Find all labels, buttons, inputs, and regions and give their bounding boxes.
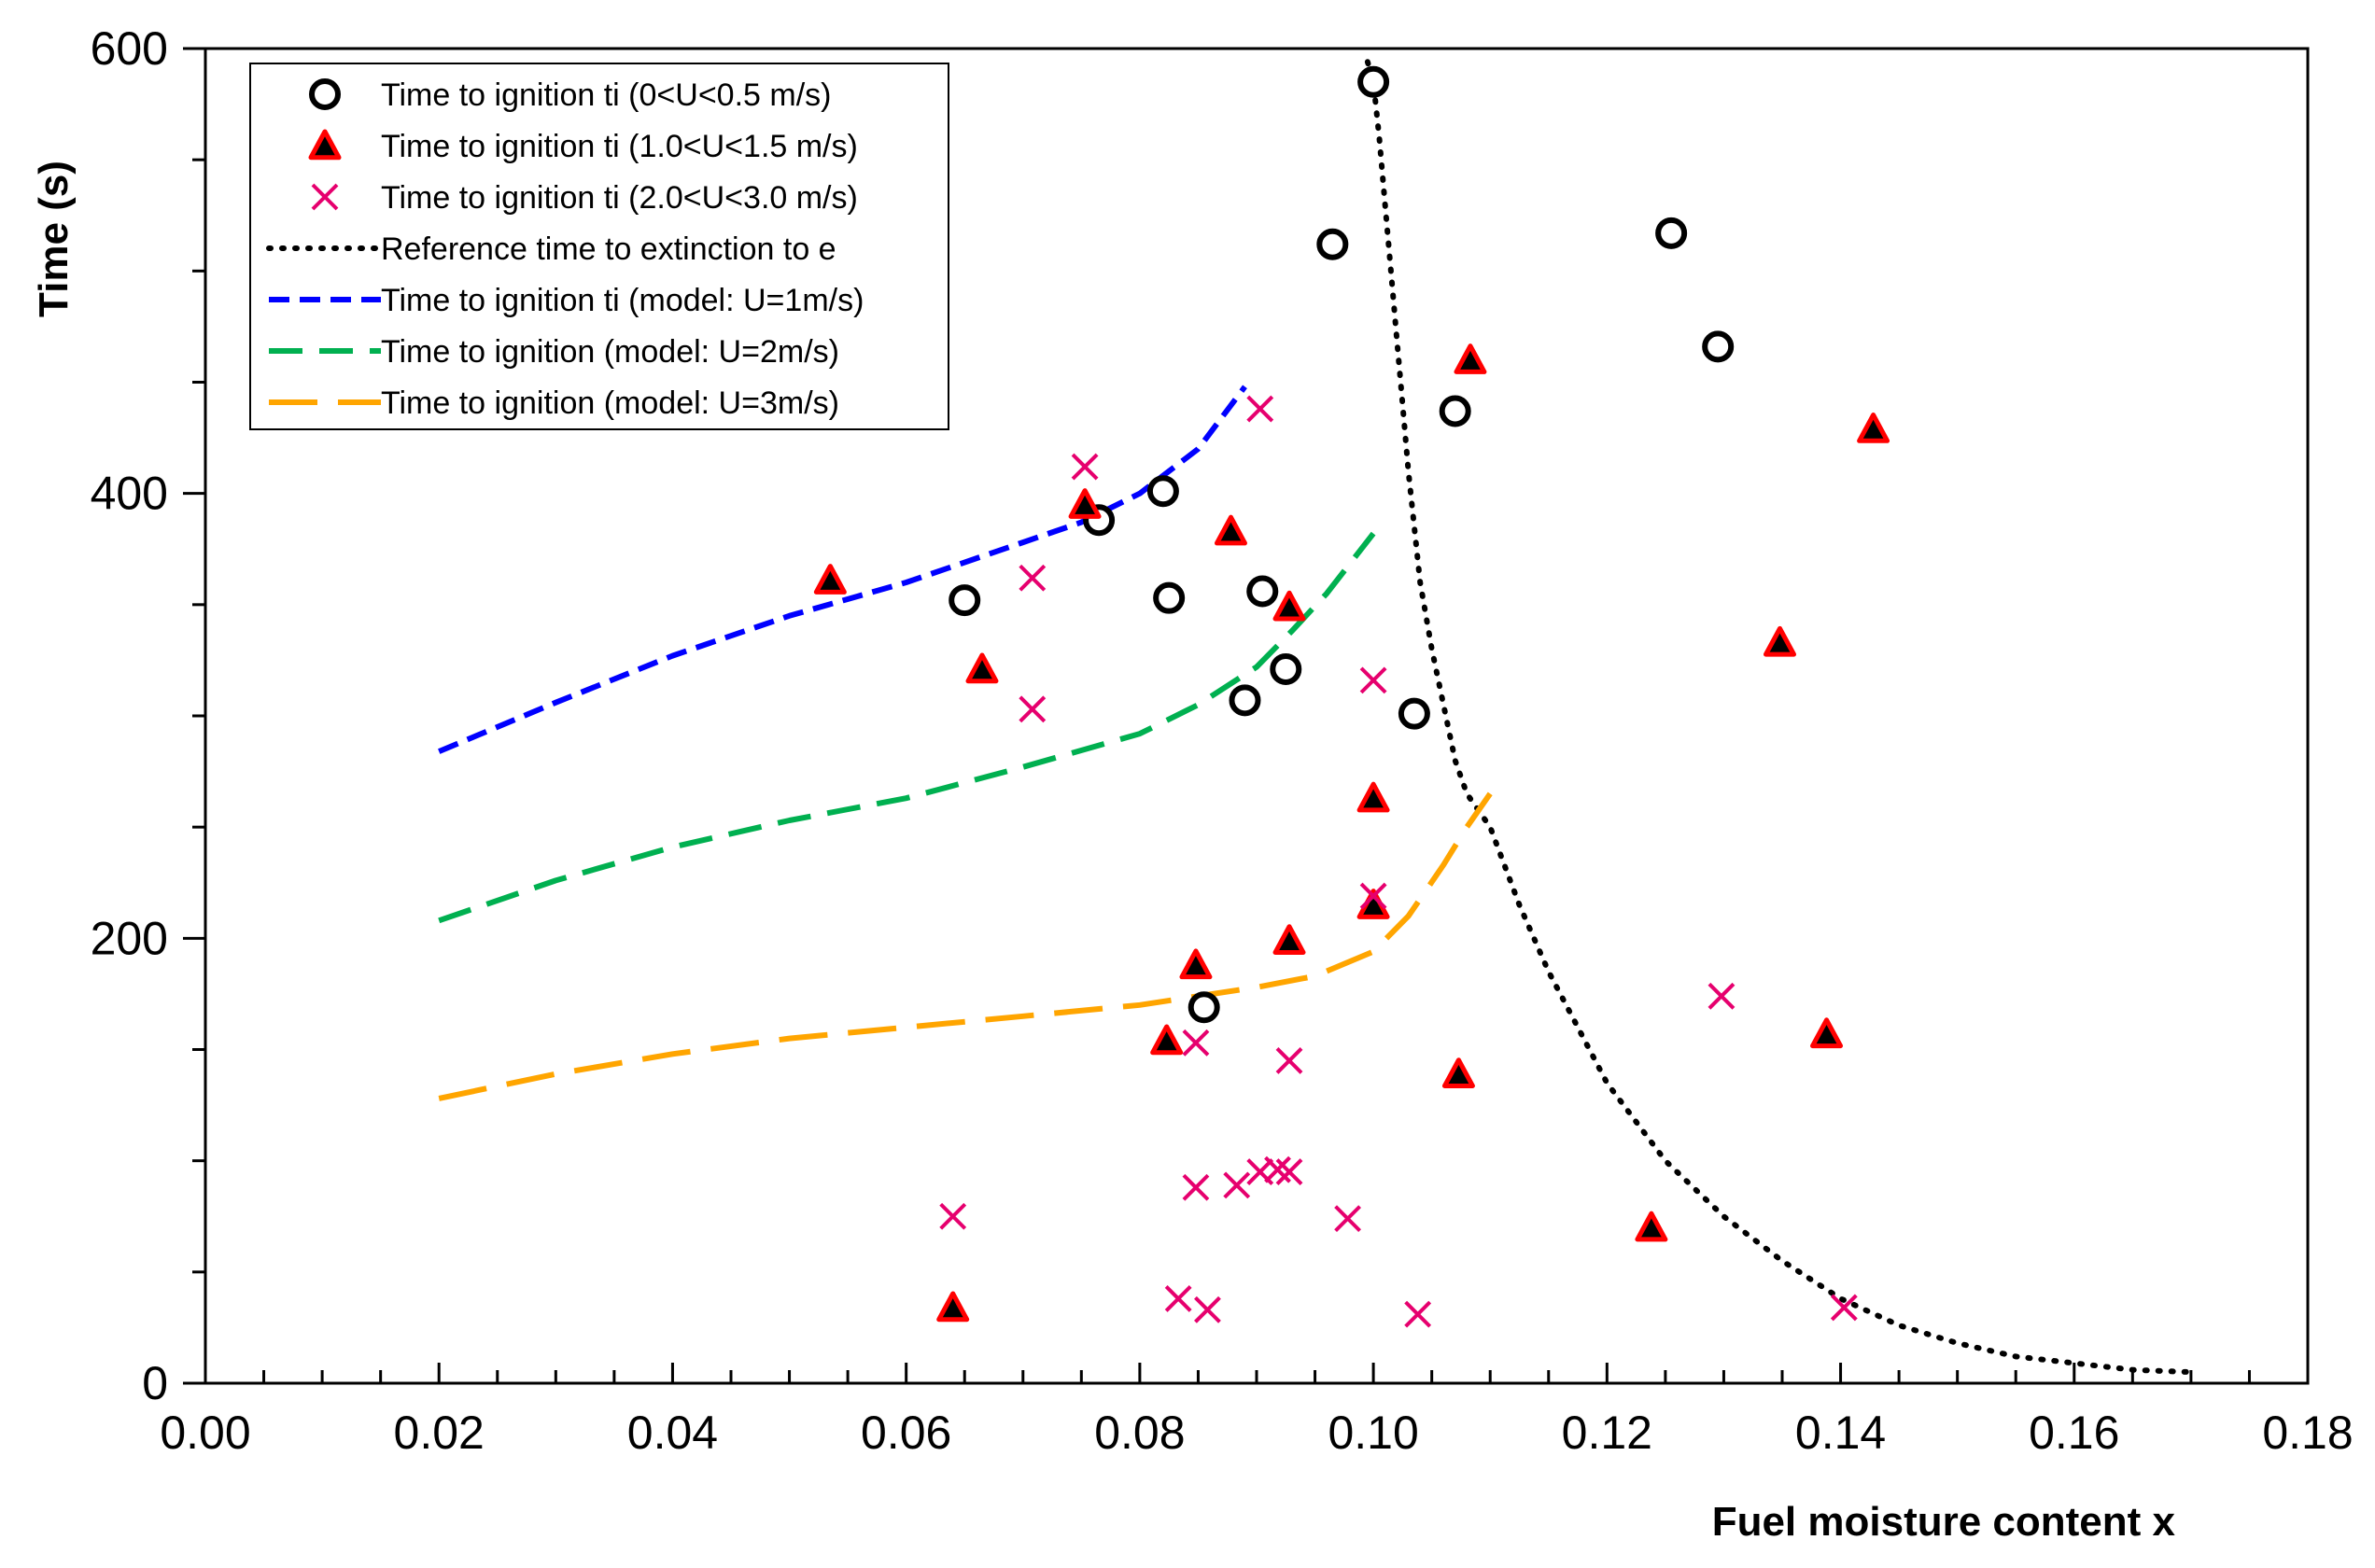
data-point [1068,488,1102,519]
data-point [1635,1211,1668,1242]
legend-swatch [309,78,341,110]
data-point [1275,1047,1303,1074]
legend-item: Time to ignition ti (1.0<U<1.5 m/s) [308,129,858,164]
x-tick-label: 0.04 [627,1407,718,1459]
data-point [1334,1205,1362,1233]
data-point [1857,413,1890,443]
data-point [1441,1057,1475,1088]
data-point [1223,1171,1251,1199]
x-tick-label: 0.18 [2262,1407,2353,1459]
legend-item: Time to ignition ti (2.0<U<3.0 m/s) [311,180,858,216]
x-axis-title: Fuel moisture content x [1712,1499,2176,1545]
series-line [1364,59,2194,1376]
legend-swatch [308,129,342,161]
data-point [1182,1173,1210,1201]
legend-label: Time to ignition ti (0<U<0.5 m/s) [381,77,831,113]
data-point [1275,1158,1303,1185]
data-point [1830,1294,1858,1322]
data-point [1356,781,1390,813]
x-tick-label: 0.08 [1094,1407,1185,1459]
x-tick-label: 0.00 [160,1407,250,1459]
data-point [1316,228,1349,260]
data-point [1194,1295,1221,1323]
x-tick-label: 0.14 [1795,1407,1886,1459]
data-point [1357,65,1390,98]
legend-item: Reference time to extinction to e [266,231,836,267]
data-point [1246,575,1279,608]
x-tick-label: 0.12 [1562,1407,1652,1459]
data-point [1702,330,1735,363]
data-point [1270,652,1302,685]
legend-swatch [311,183,339,211]
legend-label: Time to ignition ti (model: U=1m/s) [381,283,864,318]
series-time-to-ignition-model-u-2m-s [438,531,1376,924]
series-line [438,531,1376,924]
y-tick-label: 400 [91,468,168,520]
data-point [965,652,999,684]
legend-label: Time to ignition (model: U=3m/s) [381,385,839,421]
data-point [1359,882,1387,910]
data-point [1188,991,1220,1024]
data-point [1655,217,1688,249]
x-tick-label: 0.10 [1328,1407,1418,1459]
data-point [1439,395,1471,427]
series-time-to-ignition-ti-0-u-0-5-m-s [949,65,1735,1024]
y-tick-label: 0 [142,1357,168,1409]
series-time-to-ignition-model-u-3m-s [438,791,1493,1101]
legend-label: Time to ignition ti (1.0<U<1.5 m/s) [381,129,858,164]
data-point [1404,1300,1432,1328]
legend-item: Time to ignition (model: U=2m/s) [269,334,839,370]
data-point [813,564,847,595]
data-point [1707,982,1736,1010]
legend-label: Time to ignition (model: U=2m/s) [381,334,839,370]
data-point [1398,697,1430,730]
y-tick-label: 200 [91,912,168,964]
data-point [1153,581,1186,614]
data-point [1214,514,1247,546]
data-point [1229,684,1261,717]
x-tick-label: 0.02 [394,1407,485,1459]
series-line [438,385,1247,754]
data-point [1272,590,1306,622]
legend: Time to ignition ti (0<U<0.5 m/s) Time to… [249,63,949,430]
data-point [1019,564,1047,592]
data-point [1246,395,1274,423]
legend-label: Reference time to extinction to e [381,231,836,267]
data-point [1150,1024,1184,1056]
y-tick-label: 600 [91,22,168,75]
legend-box [249,63,949,430]
series-time-to-ignition-ti-2-0-u-3-0-m-s [939,395,1858,1328]
data-point [1179,948,1213,980]
series-time-to-ignition-ti-model-u-1m-s [438,385,1247,754]
legend-item: Time to ignition ti (model: U=1m/s) [269,283,864,318]
x-tick-label: 0.06 [861,1407,951,1459]
data-point [1071,453,1099,481]
x-tick-label: 0.16 [2029,1407,2119,1459]
data-point [1454,343,1487,374]
data-point [1810,1017,1844,1049]
data-point [1019,695,1047,723]
data-point [1146,475,1179,508]
series-reference-time-to-extinction-to-e [1364,59,2194,1376]
series-time-to-ignition-ti-1-0-u-1-5-m-s [813,343,1890,1323]
data-point [936,1291,970,1323]
data-point [1359,666,1387,694]
legend-item: Time to ignition ti (0<U<0.5 m/s) [309,77,831,113]
data-point [939,1202,967,1230]
legend-item: Time to ignition (model: U=3m/s) [269,385,839,421]
data-point [949,584,981,617]
data-point [1272,924,1306,955]
data-point [1763,625,1796,657]
y-axis-title: Time (s) [31,161,77,317]
legend-label: Time to ignition ti (2.0<U<3.0 m/s) [381,180,858,216]
series-line [438,791,1493,1101]
data-point [1164,1285,1192,1312]
data-point [1182,1029,1210,1057]
